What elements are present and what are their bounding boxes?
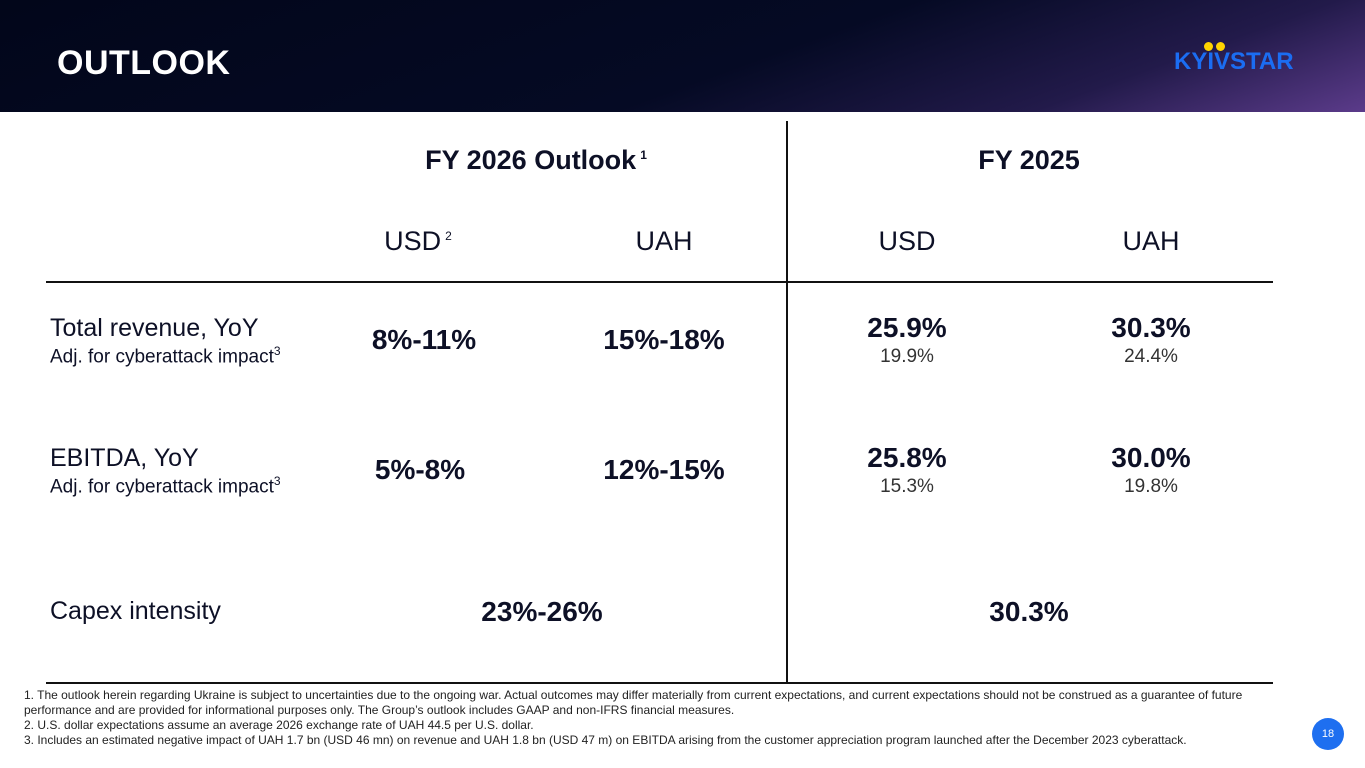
group-title-fy2025: FY 2025 — [978, 145, 1080, 175]
row-label-capex-intensity: Capex intensity — [50, 597, 221, 625]
ebitda-fy2025-usd: 25.8% — [867, 442, 947, 473]
bottom-rule — [46, 682, 1273, 684]
logo-dots-icon — [1204, 38, 1228, 56]
column-header-fy2025-uah: UAH — [1122, 226, 1180, 256]
header-rule — [46, 281, 1273, 283]
total-revenue-outlook-usd: 8%-11% — [371, 324, 477, 355]
logo-wordmark: KYIVSTAR — [1174, 48, 1294, 75]
capex-intensity-outlook: 23%-26% — [481, 596, 603, 627]
footnote-ref-2: 2 — [445, 229, 452, 243]
total-revenue-fy2025-usd-adjusted: 19.9% — [880, 346, 934, 367]
ebitda-outlook-usd: 5%-8% — [374, 454, 466, 485]
footnotes: 1. The outlook herein regarding Ukraine … — [24, 688, 1289, 748]
column-header-fy2025-usd: USD — [878, 226, 936, 256]
group-title-fy2026-outlook: FY 2026 Outlook 1 — [425, 145, 647, 175]
total-revenue-fy2025-uah: 30.3% — [1111, 312, 1191, 343]
ebitda-fy2025-usd-adjusted: 15.3% — [880, 476, 934, 497]
column-header-outlook-usd: USD 2 — [384, 226, 452, 256]
ebitda-outlook-uah: 12%-15% — [603, 454, 725, 485]
footnote-2: 2. U.S. dollar expectations assume an av… — [24, 718, 534, 732]
capex-intensity-fy2025: 30.3% — [989, 596, 1069, 627]
slide-header: OUTLOOK KYIVSTAR — [0, 0, 1365, 112]
ebitda-fy2025-uah-adjusted: 19.8% — [1124, 476, 1178, 497]
slide-title: OUTLOOK — [57, 44, 231, 82]
column-divider — [786, 121, 788, 683]
footnote-1: 1. The outlook herein regarding Ukraine … — [24, 688, 1243, 717]
ebitda-fy2025-uah: 30.0% — [1111, 442, 1191, 473]
page-number-badge: 18 — [1312, 718, 1344, 750]
total-revenue-fy2025-usd: 25.9% — [867, 312, 947, 343]
row-sublabel-total-revenue: Adj. for cyberattack impact3 — [50, 344, 281, 368]
footnote-ref-1: 1 — [640, 148, 647, 162]
footnote-3: 3. Includes an estimated negative impact… — [24, 733, 1187, 747]
row-label-total-revenue: Total revenue, YoY — [50, 314, 259, 342]
kyivstar-logo: KYIVSTAR — [1174, 38, 1304, 75]
column-header-outlook-uah: UAH — [635, 226, 693, 256]
row-sublabel-ebitda: Adj. for cyberattack impact3 — [50, 474, 281, 498]
total-revenue-fy2025-uah-adjusted: 24.4% — [1124, 346, 1178, 367]
total-revenue-outlook-uah: 15%-18% — [603, 324, 725, 355]
row-label-ebitda: EBITDA, YoY — [50, 444, 199, 472]
